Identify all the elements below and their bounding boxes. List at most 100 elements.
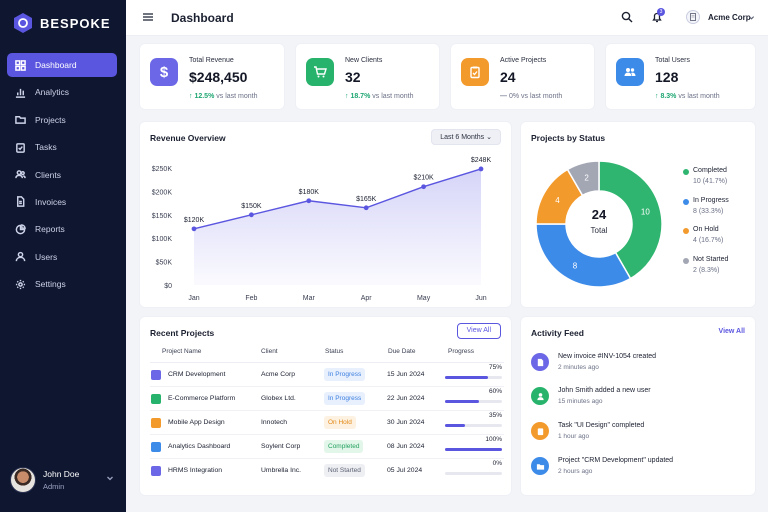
sidebar-item-dashboard[interactable]: Dashboard [7,53,117,77]
sidebar-item-settings[interactable]: Settings [7,272,117,296]
sidebar-item-reports[interactable]: Reports [7,217,117,241]
data-point [478,166,484,172]
column-header[interactable]: Project Name [162,348,202,355]
grid-icon [15,59,26,71]
project-name[interactable]: Mobile App Design [168,419,225,426]
clipboard-icon [531,422,549,440]
revenue-overview-card: Revenue Overview Last 6 Months ⌄ $0 $50K $… [139,121,512,308]
sidebar-item-analytics[interactable]: Analytics [7,80,117,104]
donut-slice-in-progress[interactable] [535,223,632,288]
activity-item[interactable]: John Smith added a new user 15 minutes a… [531,386,751,414]
card-title: Projects by Status [531,133,606,143]
sidebar-item-label: Analytics [35,87,70,98]
project-icon [151,442,161,452]
user-menu[interactable]: John Doe Admin [10,464,118,496]
column-header[interactable]: Status [325,348,344,355]
data-point [249,212,254,218]
legend-dot [683,258,689,264]
legend-value: 8 (33.3%) [693,208,724,215]
data-label: $180K [299,189,320,196]
page-title: Dashboard [171,11,234,25]
stat-value: $248,450 [189,69,248,85]
activity-item[interactable]: New invoice #INV-1054 created 2 minutes … [531,352,751,380]
org-switcher[interactable]: Acme Corp [708,13,751,22]
dollar-icon: $ [150,58,178,86]
project-icon [151,394,161,404]
sidebar-item-users[interactable]: Users [7,245,117,269]
due-date: 15 Jun 2024 [387,371,425,378]
progress-percent: 0% [492,460,502,467]
stat-change: — 0% vs last month [500,93,563,100]
donut-slice-not-started[interactable] [566,160,600,197]
sidebar-item-projects[interactable]: Projects [7,108,117,132]
legend-label: Not Started [693,256,729,263]
avatar [10,467,36,493]
x-tick-label: Apr [361,295,373,302]
project-name[interactable]: E-Commerce Platform [168,395,236,402]
activity-item[interactable]: Project "CRM Development" updated 2 hour… [531,456,751,484]
y-tick-label: $0 [164,283,172,290]
user-icon [15,252,26,262]
document-icon [17,196,25,208]
table-row[interactable]: CRM Development Acme Corp In Progress 15… [150,363,504,387]
status-badge: In Progress [324,368,366,381]
table-row[interactable]: Mobile App Design Innotech On Hold 30 Ju… [150,411,504,435]
progress-bar [445,400,502,403]
sidebar-item-label: Projects [35,114,66,125]
table-row[interactable]: HRMS Integration Umbrella Inc. Not Start… [150,459,504,483]
legend-dot [683,228,689,234]
column-header[interactable]: Due Date [388,348,416,355]
slice-value-label: 8 [573,262,578,271]
stat-value: 24 [500,69,516,85]
hamburger-menu-icon[interactable] [143,12,153,22]
progress-percent: 35% [488,412,502,419]
sidebar-nav: Dashboard Analytics Projects Tasks Clien… [7,53,117,300]
view-all-link[interactable]: View All [718,328,745,335]
column-header[interactable]: Progress [448,348,475,355]
data-point [421,184,426,190]
project-icon [151,466,161,476]
client-name: Acme Corp [261,371,295,378]
view-all-button[interactable]: View All [456,323,501,339]
project-name[interactable]: CRM Development [168,371,226,378]
revenue-area [194,168,481,285]
project-name[interactable]: Analytics Dashboard [168,443,231,450]
progress-fill [445,448,502,451]
building-icon[interactable] [686,10,700,24]
sidebar-item-tasks[interactable]: Tasks [7,135,117,159]
stat-value: 32 [345,69,361,85]
project-name[interactable]: HRMS Integration [168,467,223,474]
card-title: Recent Projects [150,328,215,338]
donut-center-value: 24 [591,207,607,222]
stat-label: Total Users [655,57,691,64]
donut-hole [566,191,632,257]
activity-text: Project "CRM Development" updated [558,457,674,464]
activity-time: 1 hour ago [558,433,590,440]
legend-label: In Progress [693,197,729,204]
table-row[interactable]: Analytics Dashboard Soylent Corp Complet… [150,435,504,459]
sidebar-item-label: Settings [35,279,66,290]
donut-slice-completed[interactable] [598,160,663,280]
y-tick-label: $100K [152,236,173,243]
progress-bar [445,424,502,427]
activity-feed-card: Activity Feed View All New invoice #INV-… [520,316,756,496]
chevron-down-icon[interactable] [748,14,755,21]
chevron-down-icon: ⌄ [486,134,492,141]
legend-dot [683,199,689,205]
brand[interactable]: BESPOKE [12,12,111,34]
sidebar-item-invoices[interactable]: Invoices [7,190,117,214]
column-header[interactable]: Client [261,348,278,355]
table-row[interactable]: E-Commerce Platform Globex Ltd. In Progr… [150,387,504,411]
chevron-down-icon[interactable] [106,474,114,482]
sidebar: BESPOKE Dashboard Analytics Projects Tas… [0,0,126,512]
brand-name: BESPOKE [40,15,111,31]
search-icon[interactable] [621,11,633,23]
stat-card-clients: New Clients 32 ↑ 18.7% vs last month [295,43,440,110]
stat-label: Total Revenue [189,57,234,64]
data-label: $165K [356,196,377,203]
activity-item[interactable]: Task "UI Design" completed 1 hour ago [531,421,751,449]
stat-label: Active Projects [500,57,547,64]
sidebar-item-clients[interactable]: Clients [7,163,117,187]
due-date: 05 Jul 2024 [387,467,423,474]
range-select[interactable]: Last 6 Months ⌄ [431,129,501,145]
